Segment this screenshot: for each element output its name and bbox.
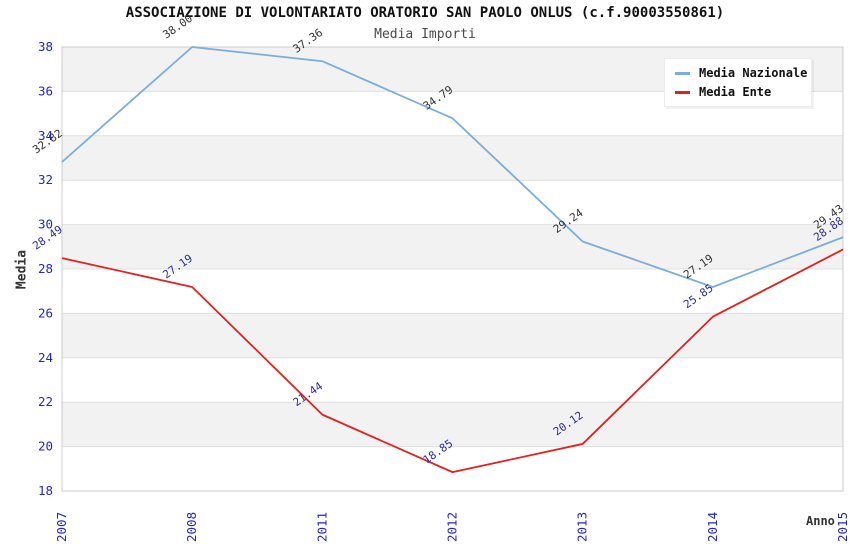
legend-item-media-ente: Media Ente (675, 85, 803, 99)
y-tick-label: 32 (38, 172, 53, 187)
data-point-label: 25.85 (681, 282, 716, 312)
y-tick-label: 28 (38, 261, 53, 276)
x-tick-label: 2014 (705, 512, 720, 542)
x-tick-label: 2013 (575, 512, 590, 542)
legend-swatch-red-line-icon (675, 90, 690, 94)
y-tick-label: 20 (38, 439, 53, 454)
series-line (61, 46, 844, 288)
x-axis-title: Anno (806, 514, 835, 528)
plot-band (62, 313, 843, 358)
y-tick-label: 34 (38, 128, 53, 143)
y-axis-title: Media (14, 249, 30, 290)
x-tick-label: 2012 (445, 512, 460, 542)
chart-subtitle: Media Importi (374, 27, 476, 42)
x-tick-label: 2015 (835, 512, 850, 542)
series-line (61, 248, 844, 474)
y-tick-label: 22 (38, 394, 53, 409)
plot-band (62, 224, 843, 269)
x-tick-label: 2007 (54, 512, 69, 542)
x-tick-label: 2008 (184, 512, 199, 542)
legend-swatch-blue-line-icon (675, 71, 690, 75)
y-tick-label: 18 (38, 483, 53, 498)
legend-item-media-nazionale: Media Nazionale (675, 66, 807, 80)
x-tick-label: 2011 (314, 512, 329, 542)
y-tick-label: 30 (38, 217, 53, 232)
legend-label-media-ente: Media Ente (699, 85, 772, 99)
plot-band (62, 135, 843, 181)
y-tick-label: 38 (38, 39, 53, 54)
plot-border (61, 46, 844, 492)
chart-title: ASSOCIAZIONE DI VOLONTARIATO ORATORIO SA… (125, 5, 725, 21)
y-tick-label: 26 (38, 305, 53, 320)
y-tick-label: 24 (38, 350, 53, 365)
plot-band (62, 402, 843, 447)
legend-label-media-nazionale: Media Nazionale (699, 66, 808, 80)
data-point-label: 38.00 (160, 12, 195, 42)
chart-legend: Media Nazionale Media Ente (664, 58, 812, 107)
y-tick-label: 36 (38, 83, 53, 98)
